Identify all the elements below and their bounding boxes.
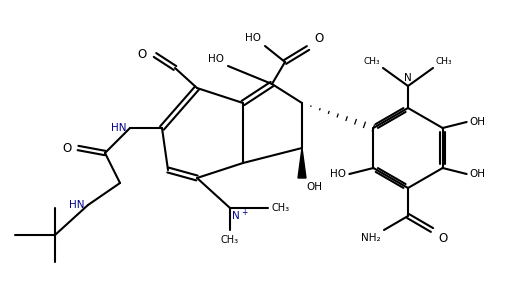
Text: HO: HO <box>245 33 261 43</box>
Text: O: O <box>63 141 72 155</box>
Text: CH₃: CH₃ <box>436 57 453 66</box>
Text: +: + <box>241 208 247 217</box>
Text: N: N <box>404 73 412 83</box>
Text: O: O <box>138 48 147 61</box>
Text: HO: HO <box>330 169 346 179</box>
Text: HN: HN <box>112 123 127 133</box>
Text: OH: OH <box>470 117 486 127</box>
Text: OH: OH <box>470 169 486 179</box>
Text: CH₃: CH₃ <box>221 235 239 245</box>
Polygon shape <box>298 148 306 178</box>
Text: O: O <box>314 32 323 45</box>
Text: HN: HN <box>70 200 85 210</box>
Text: NH₂: NH₂ <box>361 233 381 243</box>
Text: O: O <box>438 232 447 245</box>
Text: N: N <box>232 211 240 221</box>
Text: CH₃: CH₃ <box>272 203 290 213</box>
Text: OH: OH <box>306 182 322 192</box>
Text: HO: HO <box>208 54 224 64</box>
Text: CH₃: CH₃ <box>364 57 380 66</box>
